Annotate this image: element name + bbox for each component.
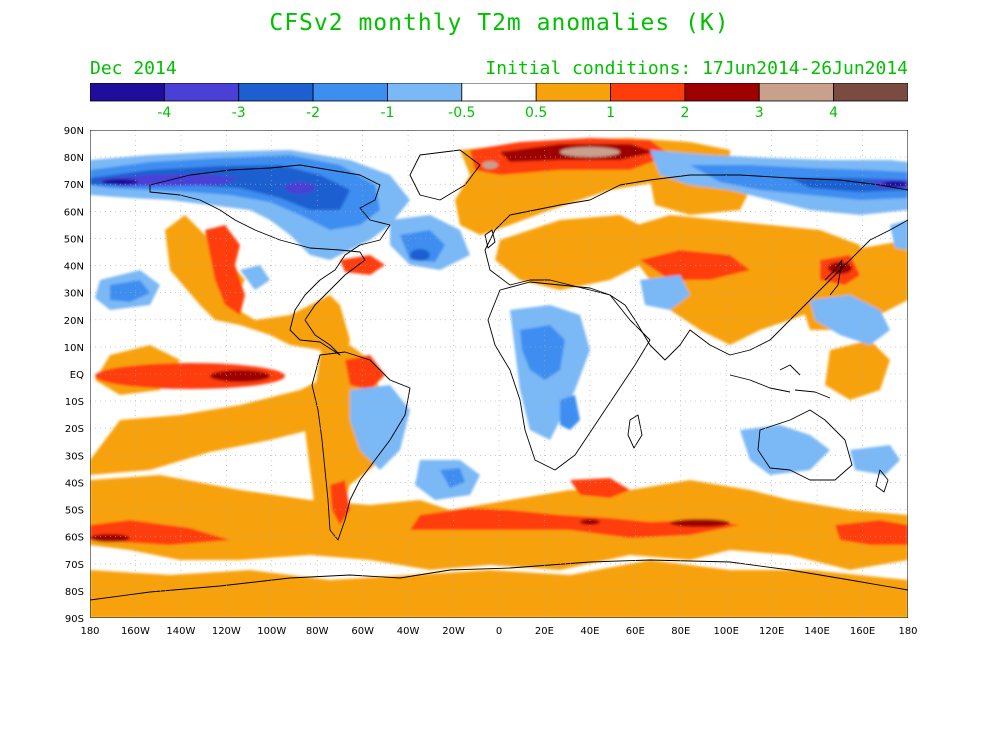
initial-conditions-label: Initial conditions: 17Jun2014-26Jun2014 xyxy=(485,58,908,79)
lon-tick-label: 180 xyxy=(898,626,917,637)
lon-tick-label: 40E xyxy=(580,626,599,637)
lon-tick-label: 120E xyxy=(759,626,784,637)
warm-3-4-regions xyxy=(482,147,620,169)
anomaly-map xyxy=(86,129,909,622)
lon-tick-label: 100E xyxy=(714,626,739,637)
colorbar-label: -3 xyxy=(232,105,246,121)
lon-tick-label: 80E xyxy=(671,626,690,637)
lat-tick-label: 30N xyxy=(64,289,84,300)
lat-tick-label: 30S xyxy=(65,451,84,462)
colorbar-label: -4 xyxy=(157,105,171,121)
lat-tick-label: 60S xyxy=(65,533,84,544)
lon-tick-label: 0 xyxy=(496,626,502,637)
lon-tick-label: 20E xyxy=(535,626,554,637)
lon-tick-label: 140W xyxy=(166,626,195,637)
lon-tick-label: 20W xyxy=(442,626,465,637)
colorbar: -4 -3 -2 -1 -0.5 0.5 1 2 3 4 xyxy=(90,83,908,121)
lat-tick-label: 90N xyxy=(64,126,84,137)
lon-tick-label: 120W xyxy=(212,626,241,637)
lon-tick-label: 60E xyxy=(626,626,645,637)
lon-tick-label: 80W xyxy=(306,626,329,637)
lat-tick-label: 10S xyxy=(65,397,84,408)
anomaly-fields xyxy=(90,138,908,618)
colorbar-label: 0.5 xyxy=(525,105,547,121)
lon-tick-label: 60W xyxy=(351,626,374,637)
lon-tick-label: 40W xyxy=(397,626,420,637)
lon-tick-label: 140E xyxy=(804,626,829,637)
coastlines xyxy=(89,149,909,601)
lat-tick-label: 40N xyxy=(64,262,84,273)
lon-tick-label: 160W xyxy=(121,626,150,637)
lat-tick-label: 70N xyxy=(64,180,84,191)
colorbar-label: -1 xyxy=(380,105,394,121)
colorbar-label: -0.5 xyxy=(448,105,475,121)
lat-tick-label: 50S xyxy=(65,506,84,517)
lon-tick-label: 100W xyxy=(257,626,286,637)
colorbar-label: 3 xyxy=(755,105,764,121)
colorbar-label: -2 xyxy=(306,105,320,121)
colorbar-label: 4 xyxy=(829,105,838,121)
lat-tick-label: 80N xyxy=(64,153,84,164)
lat-tick-label: 60N xyxy=(64,207,84,218)
lat-tick-label: 40S xyxy=(65,478,84,489)
lat-tick-label: 90S xyxy=(65,614,84,625)
lon-tick-label: 160E xyxy=(850,626,875,637)
lon-tick-label: 180 xyxy=(80,626,99,637)
lat-tick-label: 20S xyxy=(65,424,84,435)
lat-tick-label: 20N xyxy=(64,316,84,327)
lat-tick-label: 10N xyxy=(64,343,84,354)
lat-tick-label: EQ xyxy=(70,370,84,381)
lat-tick-label: 70S xyxy=(65,560,84,571)
lat-tick-label: 50N xyxy=(64,234,84,245)
colorbar-swatch xyxy=(833,83,908,102)
colorbar-label: 1 xyxy=(606,105,615,121)
colorbar-label: 2 xyxy=(680,105,689,121)
valid-month-label: Dec 2014 xyxy=(90,58,177,79)
lat-tick-label: 80S xyxy=(65,587,84,598)
map-title: CFSv2 monthly T2m anomalies (K) xyxy=(269,10,730,36)
